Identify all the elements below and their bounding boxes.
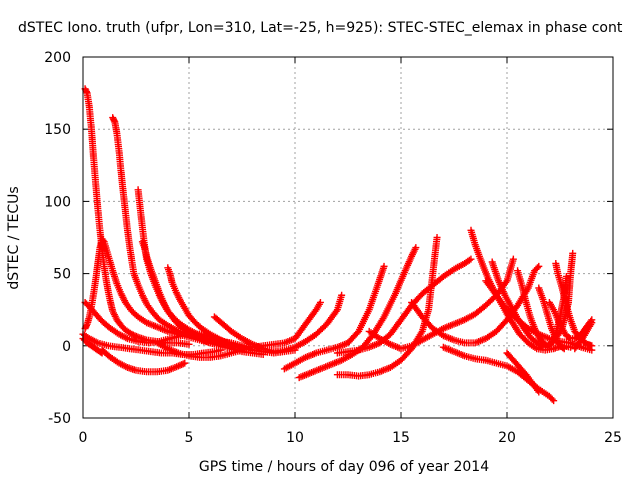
chart-title: dSTEC Iono. truth (ufpr, Lon=310, Lat=-2… xyxy=(18,20,623,36)
y-tick-label: 0 xyxy=(62,339,71,355)
series-pass-28 xyxy=(535,284,568,353)
y-tick-label: 100 xyxy=(44,194,71,210)
x-tick-label: 20 xyxy=(498,430,516,446)
x-tick-label: 5 xyxy=(185,430,194,446)
series-pass-13 xyxy=(280,262,388,373)
plus-markers xyxy=(535,284,568,353)
series-pass-26 xyxy=(503,349,543,396)
x-tick-label: 15 xyxy=(392,430,410,446)
plus-markers xyxy=(503,349,543,396)
series-pass-12 xyxy=(210,291,346,356)
plot-frame xyxy=(82,56,614,419)
y-tick-label: 50 xyxy=(53,267,71,283)
plus-markers xyxy=(210,291,346,356)
plus-markers xyxy=(98,346,189,376)
series-pass-10 xyxy=(98,346,189,376)
y-tick-label: 150 xyxy=(44,122,71,138)
x-tick-label: 0 xyxy=(79,430,88,446)
x-tick-label: 25 xyxy=(604,430,622,446)
y-tick-label: 200 xyxy=(44,50,71,66)
y-axis-title: dSTEC / TECUs xyxy=(6,186,22,289)
x-axis-title: GPS time / hours of day 096 of year 2014 xyxy=(199,459,489,475)
x-tick-label: 10 xyxy=(286,430,304,446)
data-marks xyxy=(79,85,596,405)
y-tick-label: -50 xyxy=(48,411,71,427)
plus-markers xyxy=(571,319,596,353)
series-pass-27 xyxy=(571,319,596,353)
plus-markers xyxy=(280,262,388,373)
